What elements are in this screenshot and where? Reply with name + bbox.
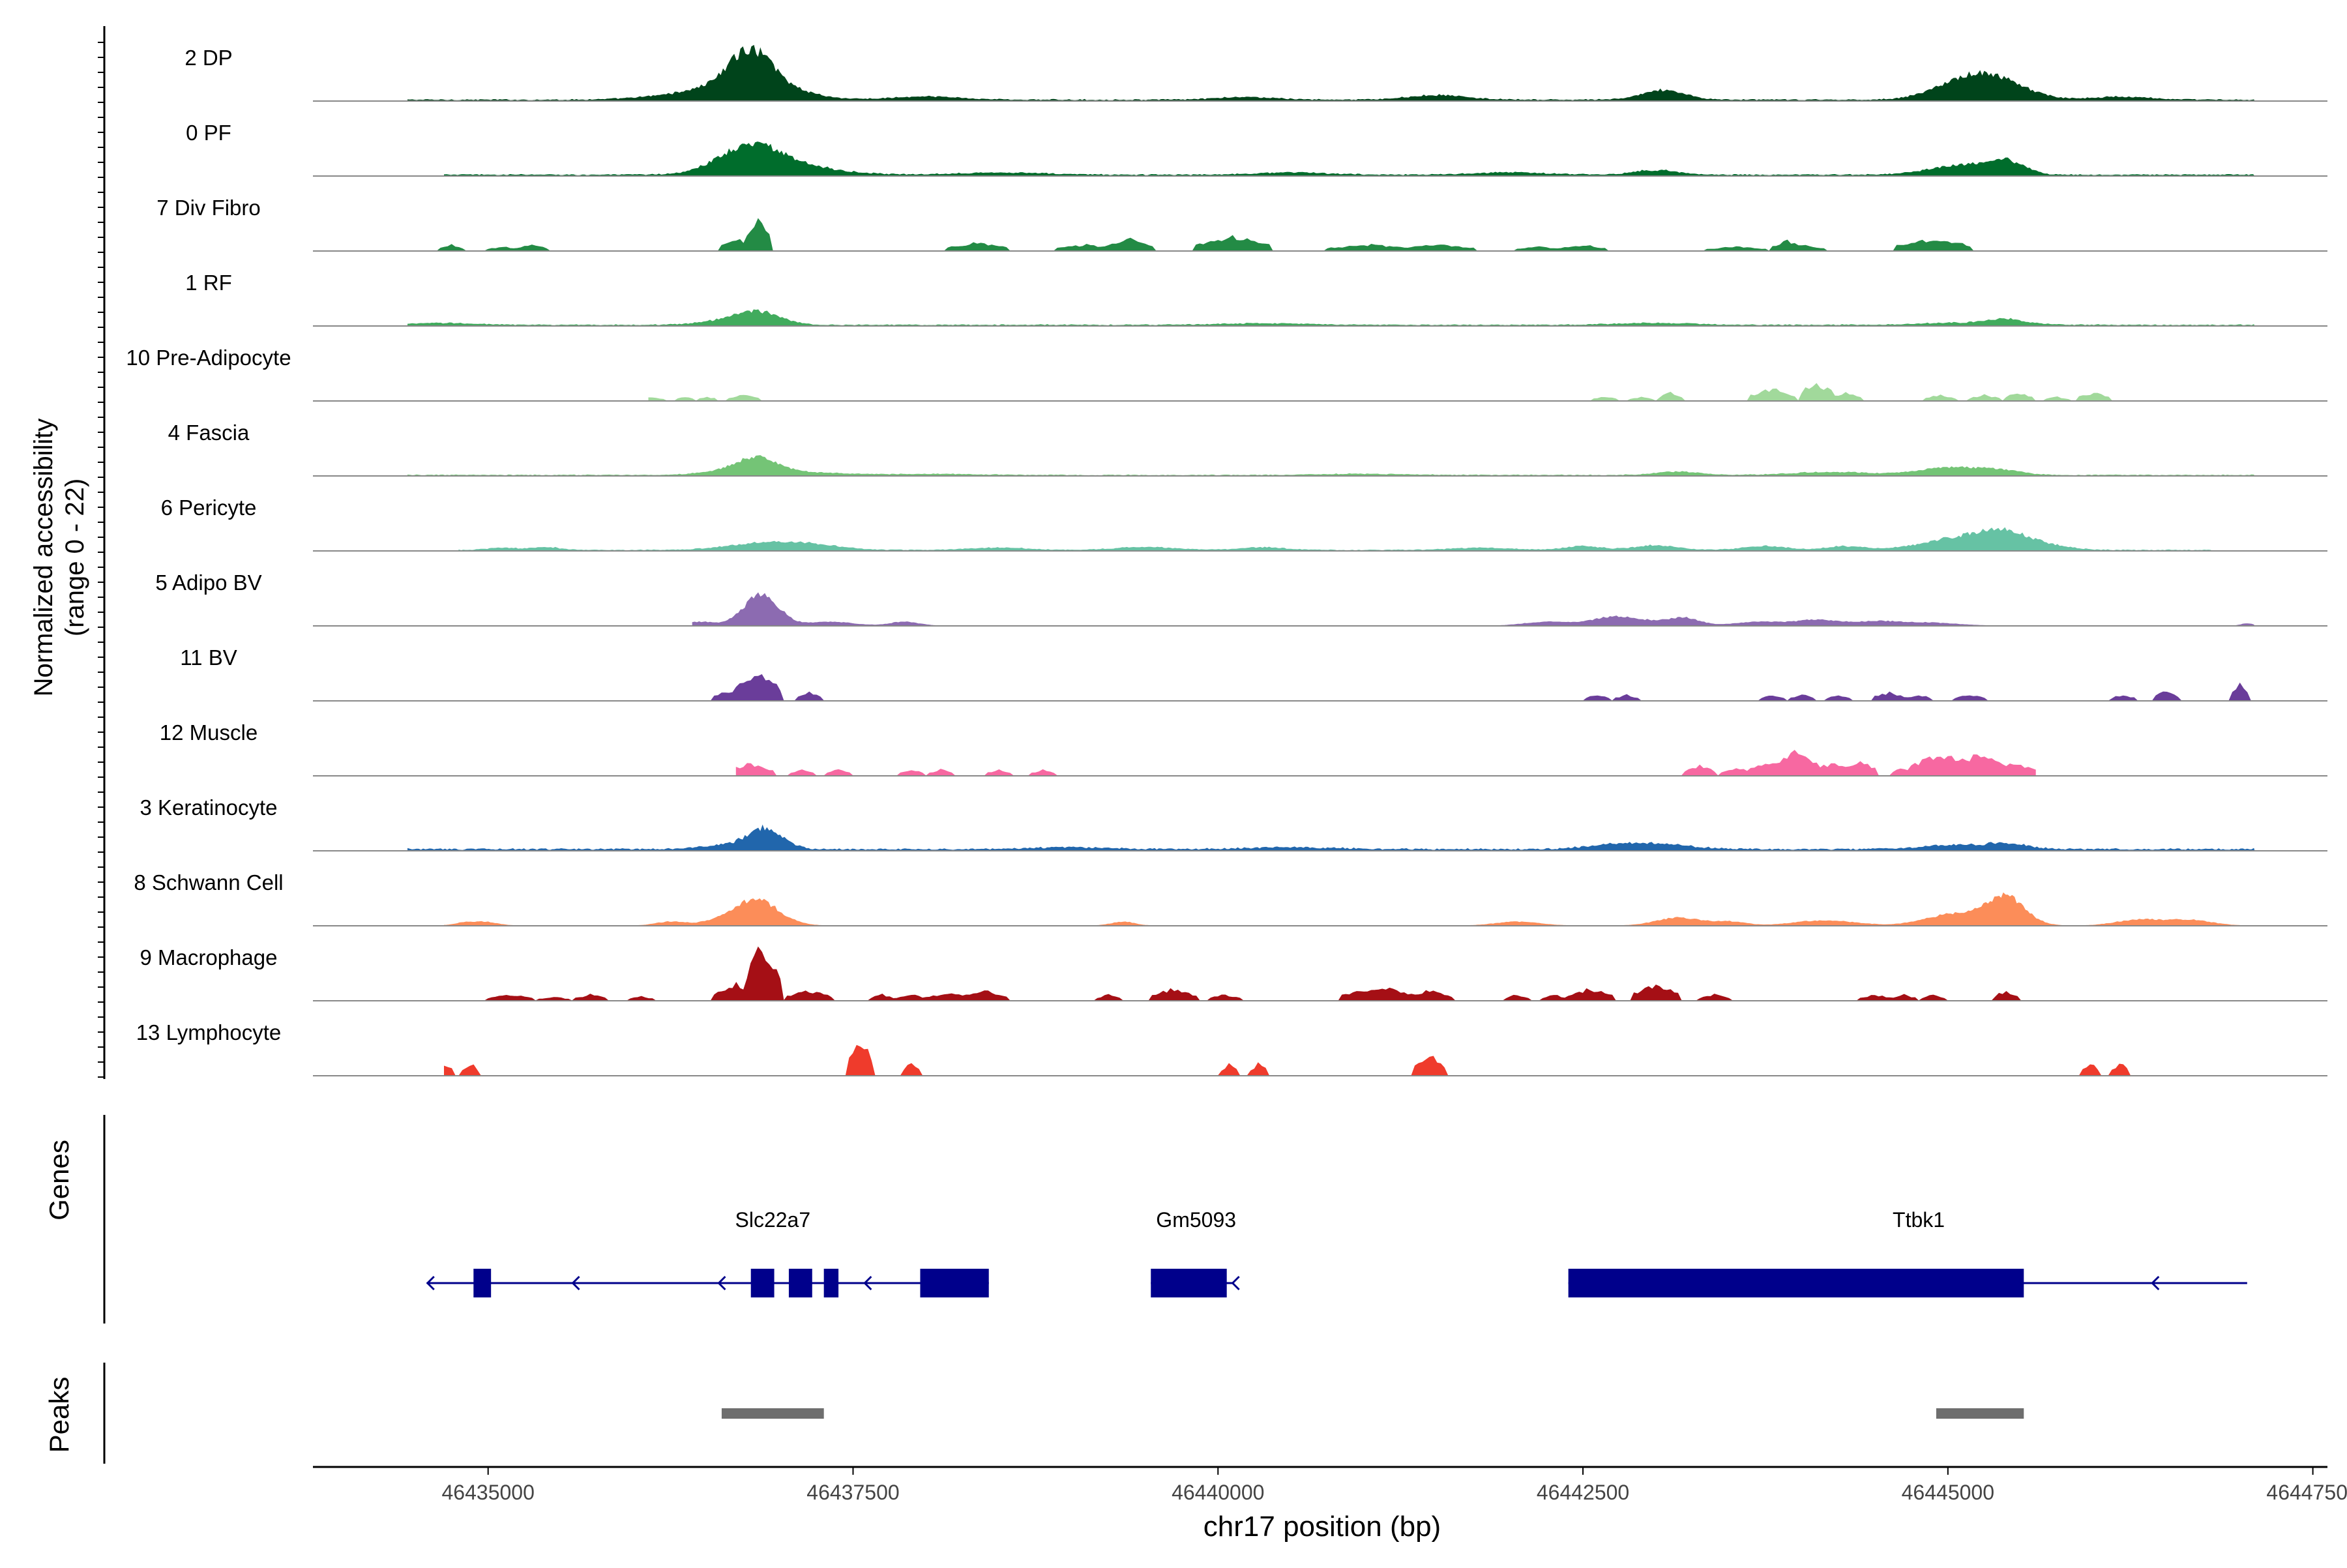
coverage-area xyxy=(407,44,2255,102)
track-5: 10 Pre-Adipocyte xyxy=(126,346,2327,402)
track-label: 8 Schwann Cell xyxy=(134,870,283,895)
x-tick-label: 46445000 xyxy=(1902,1481,1994,1504)
track-12: 8 Schwann Cell xyxy=(134,870,2327,926)
track-1: 2 DP xyxy=(185,44,2327,102)
gene-exon xyxy=(750,1269,775,1297)
gene-exon xyxy=(1151,1269,1227,1297)
gene-label: Slc22a7 xyxy=(735,1208,811,1232)
axes-layer: 46435000 46437500 46440000 46442500 46445000… xyxy=(98,26,2347,1504)
coverage-area xyxy=(444,141,2256,177)
y-axis-title-line1: Normalized accessibility xyxy=(29,419,58,697)
x-tick-label: 46447500 xyxy=(2266,1481,2347,1504)
peaks-layer xyxy=(721,1408,2024,1419)
peaks-axis-title: Peaks xyxy=(44,1377,74,1453)
track-label: 1 RF xyxy=(185,271,232,295)
track-label: 7 Div Fibro xyxy=(156,196,261,220)
gene-exon xyxy=(823,1269,839,1297)
gene-exon xyxy=(473,1269,492,1297)
track-label: 0 PF xyxy=(186,121,231,145)
y-axis-title-line2: (range 0 - 22) xyxy=(61,479,89,636)
track-3: 7 Div Fibro xyxy=(156,196,2327,252)
x-axis-title: chr17 position (bp) xyxy=(1203,1511,1441,1543)
gene-gm5093: Gm5093 xyxy=(1151,1208,1240,1297)
coverage-area xyxy=(407,455,2255,477)
strand-arrow xyxy=(1231,1275,1240,1291)
track-label: 12 Muscle xyxy=(160,720,258,745)
track-label: 6 Pericyte xyxy=(161,496,257,520)
x-tick-label: 46435000 xyxy=(442,1481,535,1504)
x-tick-label: 46442500 xyxy=(1537,1481,1629,1504)
track-label: 2 DP xyxy=(185,46,232,70)
track-6: 4 Fascia xyxy=(168,421,2327,477)
track-label: 9 Macrophage xyxy=(140,945,278,969)
gene-slc22a7: Slc22a7 xyxy=(426,1208,989,1297)
strand-arrow xyxy=(863,1275,872,1291)
strand-arrow xyxy=(426,1275,435,1291)
x-tick-label: 46437500 xyxy=(806,1481,899,1504)
genes-layer: Slc22a7 Gm5093 Ttbk1 xyxy=(426,1208,2247,1297)
track-label: 4 Fascia xyxy=(168,421,250,445)
track-4: 1 RF xyxy=(185,271,2327,327)
peak-region xyxy=(1936,1408,2024,1419)
coverage-area xyxy=(407,824,2255,851)
track-9: 11 BV xyxy=(180,645,2327,702)
genes-axis-title: Genes xyxy=(44,1140,74,1220)
track-label: 10 Pre-Adipocyte xyxy=(126,346,291,370)
track-label: 3 Keratinocyte xyxy=(140,795,278,820)
strand-arrow xyxy=(571,1275,580,1291)
track-8: 5 Adipo BV xyxy=(155,570,2327,627)
gene-label: Gm5093 xyxy=(1156,1208,1236,1232)
gene-label: Ttbk1 xyxy=(1893,1208,1945,1232)
track-14: 13 Lymphocyte xyxy=(136,1020,2327,1076)
track-label: 5 Adipo BV xyxy=(155,570,261,595)
gene-exon xyxy=(920,1269,989,1297)
track-7: 6 Pericyte xyxy=(161,496,2327,552)
track-2: 0 PF xyxy=(186,121,2327,177)
tracks-layer: 2 DP 0 PF 7 Div Fibro 1 RF 10 Pre-Adipocyte 4… xyxy=(126,44,2327,1076)
track-10: 12 Muscle xyxy=(160,720,2327,777)
strand-arrow xyxy=(717,1275,726,1291)
track-label: 13 Lymphocyte xyxy=(136,1020,282,1044)
strand-arrow xyxy=(2151,1275,2160,1291)
track-label: 11 BV xyxy=(180,645,237,670)
x-tick-label: 46440000 xyxy=(1172,1481,1264,1504)
peak-region xyxy=(721,1408,824,1419)
track-13: 9 Macrophage xyxy=(140,945,2327,1002)
gene-exon xyxy=(788,1269,812,1297)
gene-ttbk1: Ttbk1 xyxy=(1568,1208,2247,1297)
track-11: 3 Keratinocyte xyxy=(140,795,2327,851)
gene-exon xyxy=(1568,1269,2024,1297)
coverage-area xyxy=(407,309,2255,327)
